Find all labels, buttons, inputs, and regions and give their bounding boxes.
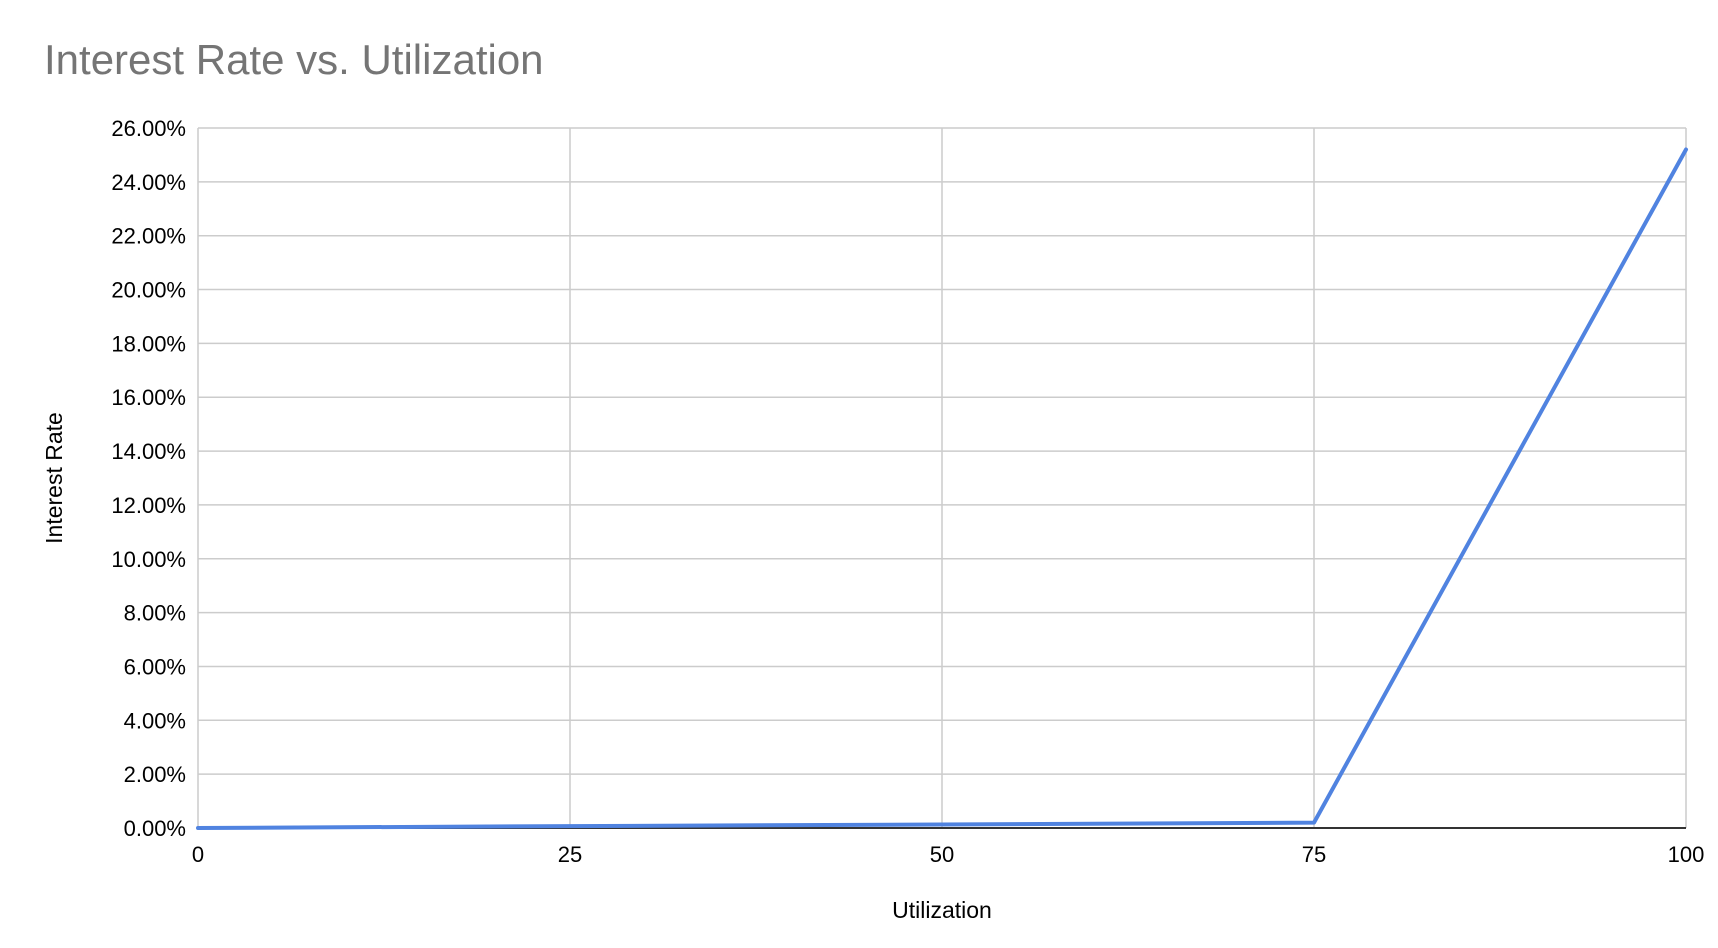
y-tick-label: 2.00% (124, 762, 186, 787)
y-tick-label: 26.00% (111, 116, 186, 141)
grid-layer (197, 127, 1687, 828)
y-tick-label: 16.00% (111, 385, 186, 410)
y-tick-label: 6.00% (124, 654, 186, 679)
x-tick-label: 75 (1302, 842, 1326, 867)
x-tick-label: 100 (1668, 842, 1705, 867)
y-tick-label: 4.00% (124, 708, 186, 733)
y-tick-label: 20.00% (111, 278, 186, 303)
x-tick-label: 50 (930, 842, 954, 867)
y-tick-label: 18.00% (111, 331, 186, 356)
y-tick-label: 12.00% (111, 493, 186, 518)
chart-title: Interest Rate vs. Utilization (44, 36, 544, 83)
x-tick-label: 25 (558, 842, 582, 867)
y-tick-label: 10.00% (111, 547, 186, 572)
y-tick-label: 8.00% (124, 601, 186, 626)
label-layer: 0.00% 2.00% 4.00% 6.00% 8.00% 10.00% 12.00% 14.… (41, 116, 1704, 923)
y-axis-title: Interest Rate (41, 412, 67, 544)
y-tick-label: 0.00% (124, 816, 186, 841)
series-line (196, 147, 1688, 830)
y-tick-label: 22.00% (111, 224, 186, 249)
series-layer (196, 147, 1688, 830)
y-tick-label: 14.00% (111, 439, 186, 464)
x-tick-label: 0 (192, 842, 204, 867)
x-axis-title: Utilization (892, 897, 992, 923)
y-tick-label: 24.00% (111, 170, 186, 195)
